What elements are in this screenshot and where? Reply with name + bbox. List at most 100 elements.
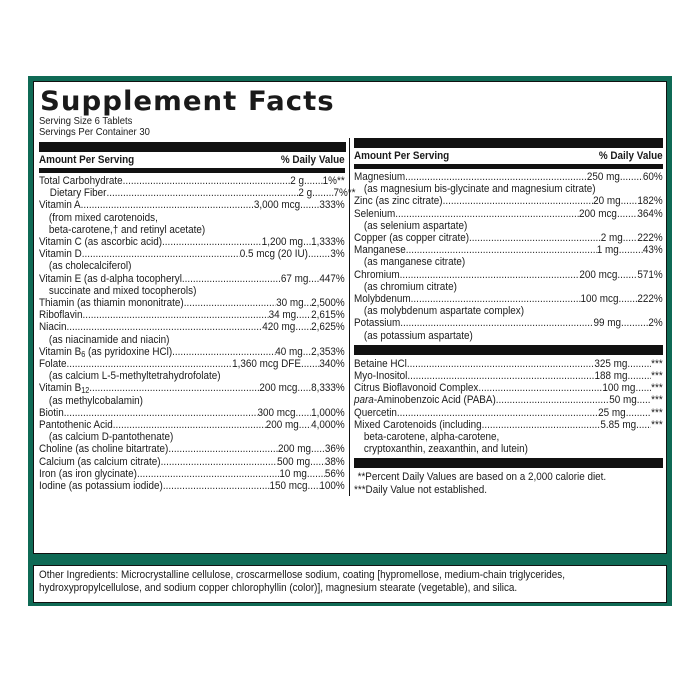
nutrient-source-note: (as molybdenum aspartate complex) — [363, 305, 525, 318]
daily-value: 4,000% — [311, 419, 345, 432]
nutrient-amount: 34 mg — [268, 309, 297, 322]
leader-dots — [618, 293, 637, 305]
nutrient-source-note: (as methylcobalamin) — [48, 394, 143, 407]
leader-dots — [310, 456, 325, 468]
nutrient-amount: 20 mg — [593, 195, 621, 208]
leader-dots — [172, 346, 275, 358]
leader-dots — [406, 244, 597, 256]
nutrient-name: Dietary Fiber — [49, 187, 107, 200]
serving-size: Serving Size 6 Tablets — [39, 115, 133, 127]
right-column: Amount Per Serving % Daily Value Magnesi… — [349, 138, 663, 497]
nutrient-amount: 2 g — [290, 175, 305, 187]
nutrient-row: Pantothenic Acid 200 mg 4,000% — [39, 419, 345, 431]
nutrient-row: Manganese 1 mg 43% — [354, 244, 663, 256]
nutrient-row: Riboflavin 34 mg 2,615% — [39, 309, 345, 321]
leader-dots — [182, 273, 281, 285]
leader-dots — [407, 358, 595, 370]
nutrient-source-note: beta-carotene, alpha-carotene, — [363, 431, 500, 444]
nutrient-name: Vitamin A — [39, 199, 81, 212]
daily-value: 7%** — [333, 187, 356, 200]
other-ingredients-line-2: hydroxypropylcellulose, and sodium coppe… — [39, 582, 518, 594]
leader-dots — [303, 236, 311, 248]
nutrient-row: Total Carbohydrate 2 g 1%** — [39, 175, 345, 187]
nutrient-row: para-Aminobenzoic Acid (PABA) 50 mg *** — [354, 394, 663, 406]
nutrient-amount: 1 mg — [596, 244, 619, 257]
leader-dots — [617, 269, 637, 281]
leader-dots — [82, 248, 240, 260]
other-ingredients-list: Betaine HCl 325 mg *** Myo-Inositol 188 mg **… — [354, 358, 663, 456]
nutrient-amount: 0.5 mcg (20 IU) — [239, 248, 308, 261]
leader-dots — [312, 187, 333, 199]
leader-dots — [162, 236, 262, 248]
nutrient-amount: 200 mg — [277, 443, 311, 456]
leader-dots — [478, 382, 602, 394]
divider-bar — [39, 168, 345, 173]
daily-value: 38% — [324, 455, 345, 468]
nutrient-amount: 420 mg — [262, 321, 296, 334]
daily-value: *** — [651, 382, 663, 395]
leader-dots — [621, 195, 638, 207]
nutrient-row: Niacin 420 mg 2,625% — [39, 321, 345, 333]
nutrient-columns: Amount Per Serving % Daily Value Total C… — [39, 138, 663, 497]
divider-bar — [354, 164, 663, 169]
nutrient-name: Total Carbohydrate — [39, 175, 123, 187]
other-ingredients-line-1: Other Ingredients: Microcrystalline cell… — [39, 569, 566, 581]
nutrient-row: Myo-Inositol 188 mg *** — [354, 370, 663, 382]
nutrient-name: Citrus Bioflavonoid Complex — [354, 382, 479, 395]
leader-dots — [307, 468, 325, 480]
leader-dots — [617, 208, 637, 220]
daily-value: 182% — [637, 195, 663, 208]
daily-value: *** — [651, 406, 663, 419]
nutrient-row: Chromium 200 mcg 571% — [354, 269, 663, 281]
nutrient-name: Iron (as iron glycinate) — [39, 467, 137, 480]
nutrient-amount: 200 mcg — [259, 382, 298, 395]
footnote-not-established: ***Daily Value not established. — [354, 483, 488, 496]
nutrient-amount: 300 mcg — [257, 406, 296, 419]
nutrient-source-note: (as calcium D-pantothenate) — [48, 431, 174, 444]
nutrient-name: Niacin — [39, 321, 67, 334]
nutrient-row: Molybdenum 100 mcg 222% — [354, 293, 663, 305]
nutrient-name: Magnesium — [354, 171, 406, 183]
leader-dots — [411, 293, 581, 305]
divider-bar — [354, 458, 663, 469]
left-column: Amount Per Serving % Daily Value Total C… — [39, 152, 355, 496]
nutrient-name: Zinc (as zinc citrate) — [354, 195, 443, 208]
daily-value: 43% — [642, 244, 663, 257]
nutrient-name: Biotin — [39, 406, 64, 419]
nutrient-name: Manganese — [354, 244, 406, 257]
nutrient-list-right: Magnesium 250 mg 60% (as magnesium bis-glyc… — [354, 171, 663, 342]
nutrient-row: Vitamin C (as ascorbic acid) 1,200 mg 1,33… — [39, 236, 345, 248]
leader-dots — [482, 419, 601, 431]
nutrient-amount: 40 mg — [275, 345, 303, 358]
nutrient-amount: 200 mcg — [579, 268, 618, 281]
daily-value: 56% — [324, 467, 345, 480]
nutrient-row: Calcium (as calcium citrate) 500 mg 38% — [39, 456, 345, 468]
nutrient-row: Vitamin A 3,000 mcg 333% — [39, 199, 345, 211]
nutrient-amount: 5.85 mg — [600, 418, 637, 431]
label-title: Supplement Facts — [40, 86, 335, 117]
leader-dots — [636, 419, 651, 431]
nutrient-name: Riboflavin — [39, 309, 83, 322]
leader-dots — [89, 382, 259, 394]
daily-value: 364% — [637, 207, 663, 220]
nutrient-name: Vitamin E (as d-alpha tocopheryl — [39, 272, 182, 285]
nutrient-row: Vitamin B6 (as pyridoxine HCl) 40 mg 2,353… — [39, 345, 345, 359]
leader-dots — [168, 443, 278, 455]
daily-value: 2,500% — [311, 297, 345, 310]
daily-value: 3% — [330, 248, 345, 261]
leader-dots — [64, 407, 258, 419]
nutrient-amount: 325 mg — [594, 357, 628, 370]
leader-dots — [308, 273, 319, 285]
daily-value: 1,000% — [311, 406, 345, 419]
leader-dots — [626, 407, 651, 419]
leader-dots — [295, 321, 311, 333]
leader-dots — [443, 195, 594, 207]
daily-value: *** — [651, 370, 663, 383]
nutrient-amount: 200 mcg — [578, 207, 617, 220]
daily-value: *** — [651, 357, 663, 370]
nutrient-source-note: (as magnesium bis-glycinate and magnesiu… — [363, 183, 596, 196]
nutrient-source-note: (from mixed carotenoids, — [48, 211, 158, 224]
daily-value: 571% — [637, 268, 663, 281]
leader-dots — [184, 297, 276, 309]
leader-dots — [395, 208, 579, 220]
